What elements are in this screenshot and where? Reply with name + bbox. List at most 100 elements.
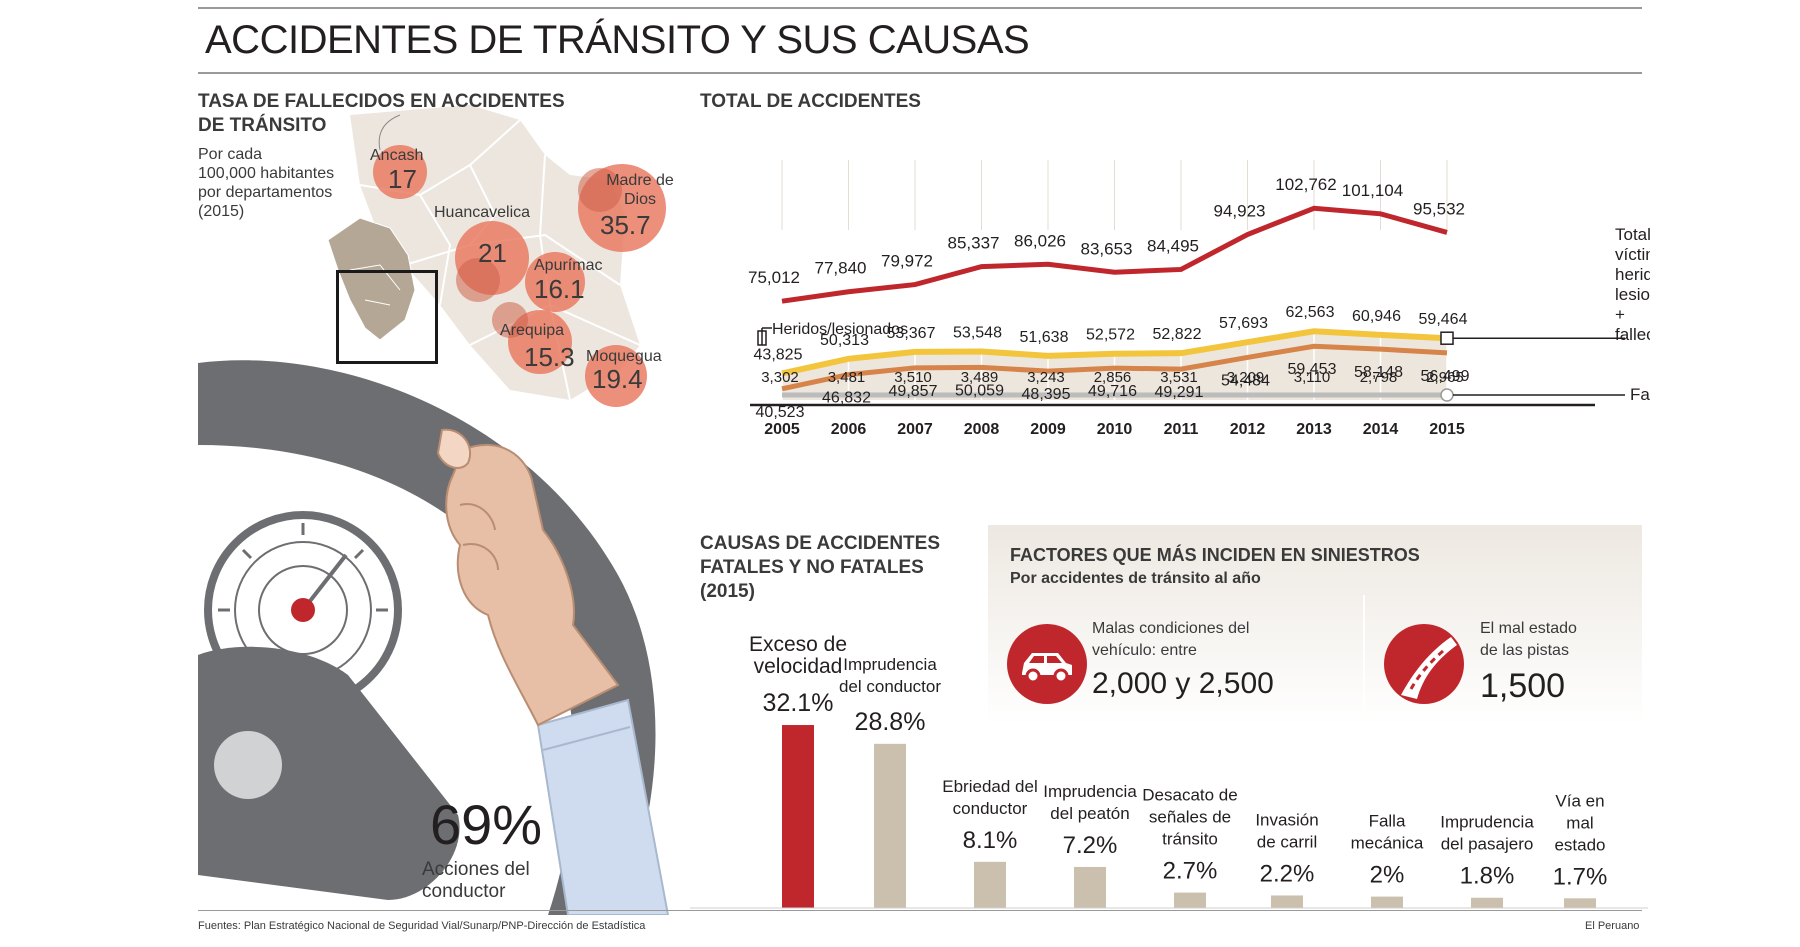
bar-4 — [1074, 866, 1106, 908]
x-tick-2012: 2012 — [1230, 421, 1266, 438]
label-total-2007: 79,972 — [881, 252, 933, 271]
region-label-madre-de-dios: Madre de Dios — [606, 172, 674, 208]
legend-deaths: Fallecidos — [1630, 385, 1650, 404]
label-injured-2012: 54,484 — [1221, 372, 1270, 389]
label-total-2010: 83,653 — [1081, 239, 1133, 258]
label-deaths-2007: 3,510 — [894, 369, 932, 386]
region-label-apurimac: Apurímac — [534, 257, 603, 274]
footer-credit: El Peruano — [1585, 920, 1640, 932]
bar-1 — [782, 725, 814, 908]
map-heading: TASA DE FALLECIDOS EN ACCIDENTES DE TRÁN… — [198, 91, 565, 136]
x-tick-2008: 2008 — [964, 421, 1000, 438]
label-deaths-2010: 2,856 — [1094, 369, 1132, 386]
horn-button — [214, 731, 282, 799]
label-deaths-2005: 3,302 — [761, 369, 799, 386]
bar-value-label-9: 1.7% — [1553, 863, 1608, 890]
series-victims-line — [781, 328, 1448, 377]
region-label-huancavelica: Huancavelica — [434, 204, 531, 221]
label-total-2008: 85,337 — [948, 234, 1000, 253]
label-injured-2015: 56,499 — [1421, 368, 1470, 385]
label-injured-2014: 58,148 — [1354, 364, 1403, 381]
steering-wheel-illustration — [198, 360, 670, 915]
bar-value-label-6: 2.2% — [1260, 860, 1315, 887]
region-value-ancash: 17 — [388, 164, 417, 194]
page-title: ACCIDENTES DE TRÁNSITO Y SUS CAUSAS — [205, 18, 1030, 62]
x-tick-2013: 2013 — [1296, 421, 1332, 438]
map-outline — [378, 114, 401, 151]
top-rule — [198, 7, 1642, 9]
factor-roads-value: 1,500 — [1480, 667, 1566, 705]
label-victims-2014: 60,946 — [1352, 308, 1401, 325]
footer-source: Fuentes: Plan Estratégico Nacional de Se… — [198, 920, 646, 932]
label-total-2011: 84,495 — [1147, 236, 1199, 255]
label-injured-2011: 49,291 — [1155, 384, 1204, 401]
x-tick-2007: 2007 — [897, 421, 933, 438]
region-label-arequipa: Arequipa — [500, 322, 565, 339]
x-tick-2006: 2006 — [831, 421, 867, 438]
label-victims-2013: 62,563 — [1286, 304, 1335, 321]
bar-category-label-1: Exceso de velocidad — [749, 633, 847, 678]
label-victims-2015: 59,464 — [1419, 311, 1468, 328]
factors-panel: FACTORES QUE MÁS INCIDEN EN SINIESTROS P… — [988, 525, 1642, 725]
bar-value-label-2: 28.8% — [855, 708, 926, 736]
victims-end-marker — [1440, 331, 1454, 345]
bar-category-label-3: Ebriedad del conductor — [942, 777, 1037, 818]
footer-rule — [198, 910, 1642, 911]
map-subtitle: Por cada 100,000 habitantes por departam… — [198, 146, 335, 220]
road-icon — [1384, 624, 1464, 704]
bar-chart: 32.1% 28.8% 8.1% 7.2% 2.7% 2.2% 2% 1.8% 1.7% Exce… — [690, 633, 1648, 909]
bar-category-label-9: Vía en mal estado — [1554, 791, 1605, 854]
label-injured-2006: 46,832 — [822, 390, 871, 407]
label-total-2015: 95,532 — [1413, 199, 1465, 218]
label-injured-2007: 49,857 — [889, 383, 938, 400]
region-value-arequipa: 15.3 — [524, 342, 575, 372]
label-total-2013: 102,762 — [1275, 175, 1336, 194]
bar-5 — [1174, 892, 1206, 908]
label-victims-2005: 43,825 — [754, 346, 803, 363]
region-value-madre-de-dios: 35.7 — [600, 210, 651, 240]
label-victims-2007: 53,367 — [887, 325, 936, 342]
label-victims-2009: 51,638 — [1020, 329, 1069, 346]
bar-value-label-8: 1.8% — [1460, 863, 1515, 890]
factors-subheading: Por accidentes de tránsito al año — [1010, 570, 1261, 587]
region-bubbles — [373, 145, 666, 407]
series-total-line — [781, 205, 1448, 304]
bubble-apurimac — [525, 252, 585, 312]
x-tick-2009: 2009 — [1030, 421, 1066, 438]
label-injured-2005: 40,523 — [756, 404, 805, 421]
peru-locator-map — [327, 217, 416, 341]
bar-7 — [1371, 896, 1403, 908]
bar-category-label-6: Invasión de carril — [1255, 810, 1318, 851]
bar-category-label-2: Imprudencia del conductor — [839, 655, 941, 696]
x-tick-2011: 2011 — [1164, 421, 1199, 438]
bar-category-label-8: Imprudencia del pasajero — [1440, 813, 1534, 854]
car-icon — [1007, 624, 1087, 704]
steering-wheel-rim — [198, 360, 656, 915]
label-deaths-2013: 3,110 — [1294, 369, 1330, 386]
bar-value-label-5: 2.7% — [1163, 858, 1218, 885]
deaths-end-marker — [1440, 388, 1454, 402]
factor-vehicle-label: Malas condiciones del vehículo: entre — [1092, 620, 1250, 659]
label-deaths-2014: 2,798 — [1360, 369, 1398, 386]
factor-vehicle-value: 2,000 y 2,500 — [1092, 667, 1274, 700]
bar-value-label-1: 32.1% — [763, 689, 834, 717]
bar-category-label-5: Desacato de señales de tránsito — [1142, 786, 1237, 849]
x-tick-2010: 2010 — [1097, 421, 1133, 438]
label-deaths-2011: 3,531 — [1160, 369, 1198, 386]
bar-3 — [974, 861, 1006, 908]
region-value-moquegua: 19.4 — [592, 364, 643, 394]
factors-heading: FACTORES QUE MÁS INCIDEN EN SINIESTROS — [1010, 545, 1420, 565]
label-deaths-2015: 2,965 — [1426, 369, 1464, 386]
bar-8 — [1471, 897, 1503, 908]
region-label-ancash: Ancash — [370, 147, 424, 164]
x-tick-2005: 2005 — [764, 421, 800, 438]
label-injured-2010: 49,716 — [1088, 383, 1137, 400]
series-injured-line — [781, 343, 1448, 392]
shirt-sleeve — [536, 698, 670, 915]
bar-chart-title: CAUSAS DE ACCIDENTES FATALES Y NO FATALE… — [700, 533, 940, 602]
label-victims-2006: 50,313 — [820, 332, 869, 349]
label-deaths-2012: 3,209 — [1227, 369, 1265, 386]
label-victims-2008: 53,548 — [953, 325, 1002, 342]
label-deaths-2008: 3,489 — [961, 369, 999, 386]
x-tick-2014: 2014 — [1363, 421, 1399, 438]
